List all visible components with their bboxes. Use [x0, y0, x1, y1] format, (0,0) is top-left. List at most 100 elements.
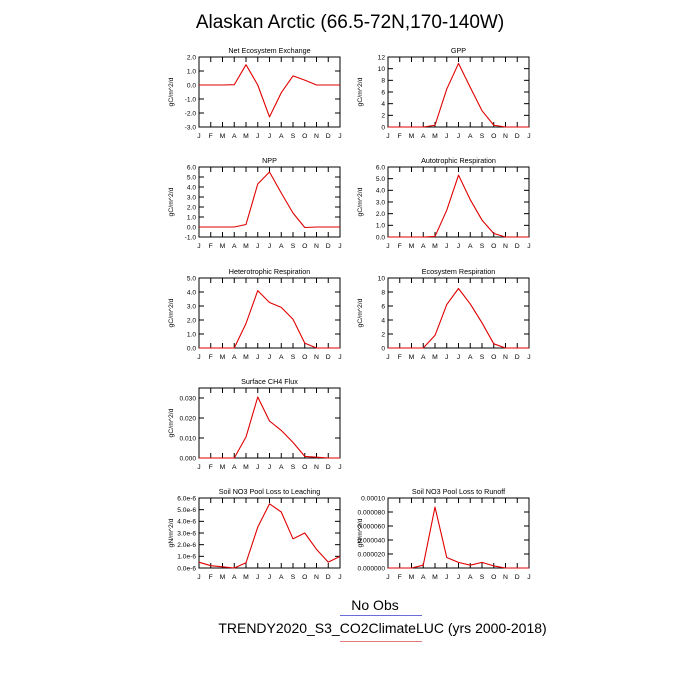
legend-obs-line: [340, 615, 422, 616]
x-tick-label: D: [326, 243, 331, 250]
x-tick-label: S: [480, 133, 485, 140]
y-tick-label: 1.0: [187, 214, 196, 221]
y-tick-label: 12: [378, 54, 386, 61]
x-tick-label: O: [302, 243, 307, 250]
y-tick-label: 10: [378, 275, 386, 282]
y-tick-label: 4: [381, 101, 385, 108]
x-tick-label: J: [445, 243, 448, 250]
y-tick-label: 2: [381, 331, 385, 338]
y-axis-label: gC/m^2/d: [357, 298, 364, 327]
y-tick-label: 0.0: [187, 345, 196, 352]
x-tick-label: F: [209, 464, 213, 471]
y-axis-label: gC/m^2/d: [168, 187, 175, 216]
panel-autotrophic-respiration: Autotrophic Respiration gC/m^2/d 0.0 1.0 2.0…: [357, 156, 531, 250]
y-tick-label: 0.000: [179, 455, 196, 462]
y-tick-label: 4.0e-6: [177, 519, 196, 526]
x-tick-label: S: [291, 133, 296, 140]
x-tick-label: A: [232, 574, 237, 581]
y-tick-label: 6.0: [376, 164, 385, 171]
y-tick-label: 0.00010: [361, 495, 385, 502]
y-tick-label: 6: [381, 303, 385, 310]
y-tick-label: 0.0: [187, 224, 196, 231]
y-tick-label: 3.0e-6: [177, 530, 196, 537]
x-tick-label: M: [409, 133, 415, 140]
y-axis-label: gN/m^2/d: [168, 518, 175, 547]
x-tick-label: J: [457, 133, 460, 140]
x-tick-label: J: [338, 133, 341, 140]
x-tick-label: N: [503, 133, 508, 140]
x-tick-label: A: [421, 133, 426, 140]
x-tick-label: O: [302, 133, 307, 140]
x-tick-label: F: [398, 243, 402, 250]
y-tick-label: 1.0e-6: [177, 554, 196, 561]
series-line: [388, 506, 529, 569]
x-tick-label: J: [268, 243, 271, 250]
x-tick-label: J: [256, 354, 259, 361]
x-tick-label: J: [268, 133, 271, 140]
x-tick-label: N: [314, 243, 319, 250]
x-tick-label: J: [197, 133, 200, 140]
y-tick-label: 4.0: [376, 188, 385, 195]
x-tick-label: J: [197, 574, 200, 581]
x-tick-label: J: [256, 464, 259, 471]
y-tick-label: 3.0: [187, 303, 196, 310]
y-tick-label: 4: [381, 317, 385, 324]
y-axis-label: gC/m^2/d: [168, 77, 175, 106]
x-tick-label: N: [503, 574, 508, 581]
y-tick-label: 2.0: [187, 54, 196, 61]
y-tick-label: 3.0: [187, 194, 196, 201]
x-tick-label: M: [409, 574, 415, 581]
x-tick-label: A: [468, 574, 473, 581]
x-tick-label: A: [279, 354, 284, 361]
x-tick-label: A: [279, 133, 284, 140]
x-tick-label: M: [243, 464, 249, 471]
x-tick-label: J: [197, 354, 200, 361]
x-tick-label: A: [421, 243, 426, 250]
y-axis-label: gC/m^2/d: [168, 298, 175, 327]
x-tick-label: A: [279, 464, 284, 471]
series-line: [199, 290, 340, 349]
x-tick-label: J: [268, 354, 271, 361]
x-tick-label: N: [503, 354, 508, 361]
x-tick-label: M: [432, 574, 438, 581]
panel-title: GPP: [451, 46, 466, 55]
panel-title: Net Ecosystem Exchange: [228, 46, 310, 55]
x-tick-label: F: [398, 574, 402, 581]
y-tick-label: 2.0: [376, 211, 385, 218]
x-tick-label: J: [386, 574, 389, 581]
x-tick-label: D: [326, 133, 331, 140]
x-tick-label: M: [409, 243, 415, 250]
x-tick-label: F: [209, 574, 213, 581]
x-tick-label: J: [527, 133, 530, 140]
x-tick-label: S: [480, 354, 485, 361]
plot-frame: [387, 166, 530, 238]
panel-net-ecosystem-exchange: Net Ecosystem Exchange gC/m^2/d -3.0 -2.0 -1…: [168, 46, 342, 140]
x-tick-label: J: [197, 243, 200, 250]
x-tick-label: O: [491, 133, 496, 140]
legend-obs-label: No Obs: [351, 597, 399, 613]
y-tick-label: 2.0: [187, 204, 196, 211]
x-tick-label: M: [243, 354, 249, 361]
x-tick-label: N: [314, 574, 319, 581]
y-tick-label: 0.0e-6: [177, 565, 196, 572]
x-tick-label: M: [243, 574, 249, 581]
x-tick-label: A: [468, 354, 473, 361]
x-tick-label: O: [491, 574, 496, 581]
panel-heterotrophic-respiration: Heterotrophic Respiration gC/m^2/d 0.0 1.0 2…: [168, 267, 342, 361]
y-axis-label: gC/m^2/d: [168, 408, 175, 437]
x-tick-label: A: [232, 464, 237, 471]
x-tick-label: D: [326, 354, 331, 361]
x-tick-label: M: [432, 354, 438, 361]
x-tick-label: J: [256, 133, 259, 140]
x-tick-label: M: [432, 243, 438, 250]
y-tick-label: 8: [381, 78, 385, 85]
y-tick-label: -1.0: [185, 234, 197, 241]
y-tick-label: 6.0: [187, 164, 196, 171]
y-axis-label: gC/m^2/d: [357, 77, 364, 106]
x-tick-label: J: [445, 133, 448, 140]
panel-title: NPP: [262, 156, 277, 165]
x-tick-label: M: [220, 133, 226, 140]
